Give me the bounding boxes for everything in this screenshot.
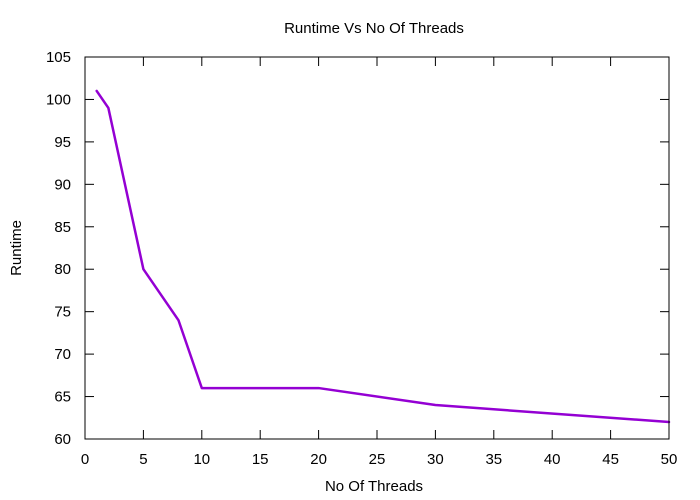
x-tick-label: 30 (427, 451, 444, 468)
y-tick-label: 90 (54, 176, 71, 193)
y-tick-label: 75 (54, 304, 71, 321)
y-axis-label: Runtime (8, 220, 25, 276)
x-tick-label: 45 (602, 451, 619, 468)
x-tick-label: 40 (544, 451, 561, 468)
y-tick-label: 70 (54, 346, 71, 363)
x-axis-ticks: 0 5 10 15 20 25 30 35 40 45 50 (81, 57, 678, 468)
y-tick-label: 100 (46, 91, 71, 108)
x-tick-label: 35 (485, 451, 502, 468)
x-tick-label: 5 (139, 451, 147, 468)
y-tick-label: 80 (54, 261, 71, 278)
chart-title: Runtime Vs No Of Threads (284, 20, 464, 37)
y-tick-label: 85 (54, 219, 71, 236)
x-tick-label: 20 (310, 451, 327, 468)
y-tick-label: 65 (54, 389, 71, 406)
y-axis-ticks: 60 65 70 75 80 85 90 95 100 105 (46, 49, 669, 448)
x-tick-label: 50 (661, 451, 678, 468)
x-tick-label: 0 (81, 451, 89, 468)
y-tick-label: 95 (54, 134, 71, 151)
x-tick-label: 10 (193, 451, 210, 468)
plot-frame (84, 56, 670, 440)
y-tick-label: 60 (54, 431, 71, 448)
series-line (95, 89, 671, 424)
x-tick-label: 25 (369, 451, 386, 468)
x-tick-label: 15 (252, 451, 269, 468)
y-tick-label: 105 (46, 49, 71, 66)
x-axis-label: No Of Threads (325, 478, 423, 495)
